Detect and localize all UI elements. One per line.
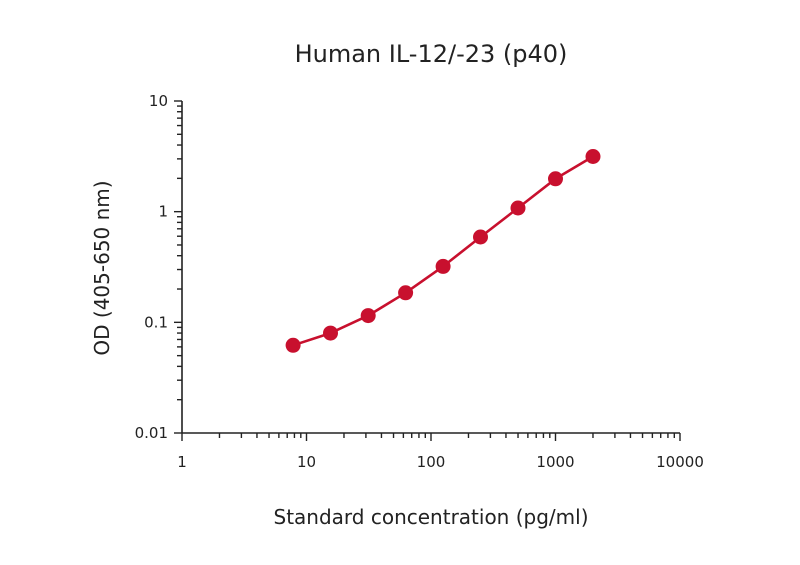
- data-point: [585, 149, 601, 164]
- chart-title: Human IL-12/-23 (p40): [295, 40, 568, 68]
- x-tick-label: 10: [297, 453, 316, 471]
- data-point: [435, 258, 451, 274]
- plot-area: [285, 149, 601, 353]
- series-line: [292, 155, 594, 347]
- y-ticks: 0.01 0.1 1 10: [135, 92, 182, 442]
- data-point: [548, 171, 563, 187]
- x-axis-label: Standard concentration (pg/ml): [274, 505, 589, 529]
- y-tick-label: 0.01: [135, 424, 168, 442]
- x-tick-label: 1000: [536, 453, 574, 471]
- x-ticks: 1 10 100 1000 10000: [177, 433, 704, 471]
- y-tick-label: 0.1: [144, 313, 168, 331]
- y-axis-label: OD (405-650 nm): [90, 180, 114, 355]
- axes: [181, 101, 680, 434]
- x-tick-label: 1: [177, 453, 187, 471]
- data-point: [360, 308, 376, 324]
- data-point: [323, 325, 338, 341]
- data-point: [473, 229, 488, 245]
- data-point: [398, 285, 414, 301]
- data-point: [285, 337, 301, 353]
- data-point: [510, 200, 526, 216]
- x-tick-label: 100: [417, 453, 446, 471]
- x-tick-label: 10000: [656, 453, 704, 471]
- y-tick-label: 10: [149, 92, 168, 110]
- y-tick-label: 1: [158, 203, 168, 221]
